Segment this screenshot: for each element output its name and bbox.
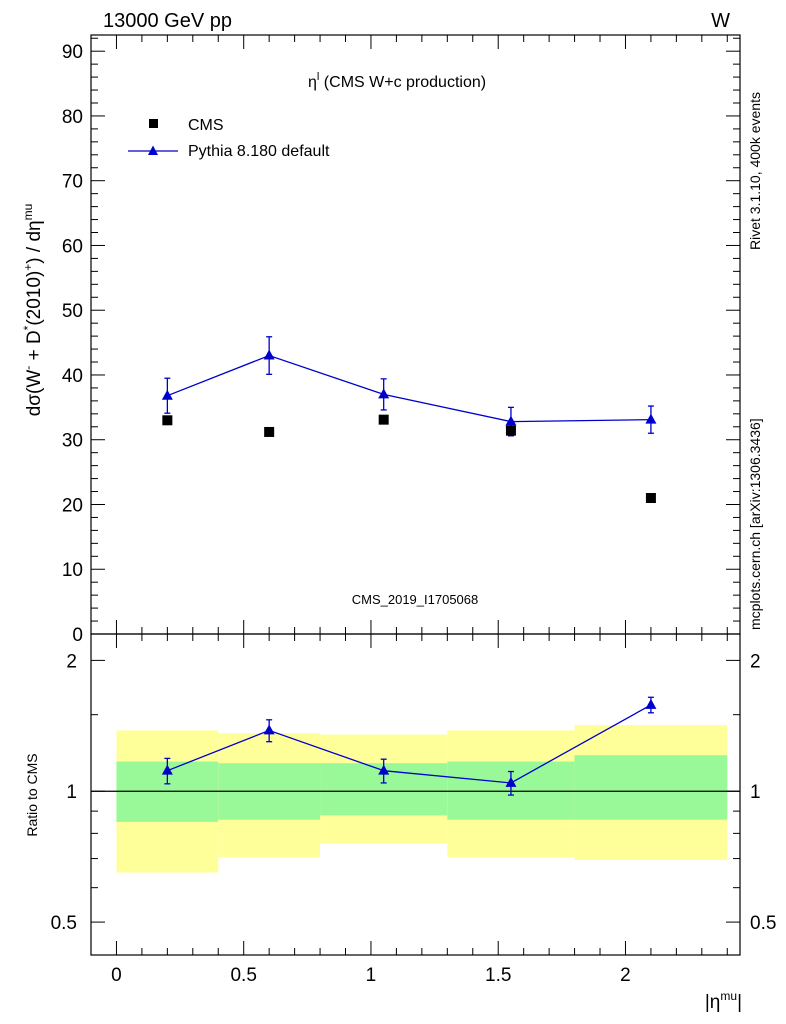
ratio-pythia-point [645, 698, 657, 709]
main-y-tick-label: 0 [72, 625, 83, 646]
x-axis-label-part: | [737, 992, 742, 1013]
x-tick-label: 2 [620, 965, 631, 986]
legend-cms-marker [149, 119, 158, 128]
ratio-pythia-point [505, 776, 517, 787]
x-tick-label: 1 [366, 965, 377, 986]
ratio-pythia-point [263, 724, 275, 735]
legend-pythia-label: Pythia 8.180 default [188, 143, 330, 160]
mcplots-label: mcplots.cern.ch [arXiv:1306.3436] [747, 418, 763, 630]
main-plot-area: 0 10 20 30 40 50 60 70 80 90 [62, 34, 741, 646]
y-axis-label-part: ) / dη [24, 220, 45, 263]
title-rest: (CMS W+c production) [319, 74, 486, 91]
x-axis-label: |ηmu| [705, 989, 742, 1013]
ratio-y-axis-label: Ratio to CMS [24, 753, 40, 836]
x-tick-label: 0 [111, 965, 122, 986]
rivet-label: Rivet 3.1.10, 400k events [747, 92, 763, 250]
pythia-line [167, 354, 651, 423]
x-axis-label-part: |η [705, 992, 721, 1013]
x-axis-label-part: mu [720, 989, 737, 1003]
main-y-tick-label: 60 [62, 236, 83, 257]
main-y-tick-label: 70 [62, 172, 83, 193]
cms-point [264, 426, 275, 437]
y-axis-label-part: dσ(W [24, 370, 45, 417]
y-axis-label: dσ(W- + D*(2010)+) / dηmu [21, 204, 45, 417]
cms-point [645, 493, 656, 504]
y-axis-label-part: - [21, 366, 35, 370]
main-y-tick-label: 50 [62, 301, 83, 322]
ratio-y-tick-label: 1 [66, 782, 77, 803]
watermark: CMS_2019_I1705068 [352, 592, 479, 607]
title-superscript: l [317, 71, 319, 83]
ratio-frame-border [90, 633, 741, 956]
pythia-point [505, 415, 517, 426]
y-axis-label-part: * [21, 325, 35, 330]
main-y-tick-label: 30 [62, 431, 83, 452]
legend-pythia-marker [148, 145, 158, 155]
main-y-tick-label: 10 [62, 560, 83, 581]
ratio-y-tick-label: 0.5 [51, 913, 77, 934]
ratio-y-tick-label-right: 1 [750, 782, 761, 803]
main-y-tick-label: 20 [62, 495, 83, 516]
y-axis-label-part: (2010) [24, 271, 45, 326]
header-left: 13000 GeV pp [103, 10, 232, 32]
cms-point [505, 425, 516, 436]
title-eta: η [308, 74, 317, 91]
x-tick-label: 0.5 [230, 965, 256, 986]
header-right: W [711, 10, 730, 32]
legend: CMS Pythia 8.180 default [128, 117, 330, 160]
ratio-y-tick-label-right: 0.5 [750, 913, 776, 934]
main-y-tick-label: 90 [62, 42, 83, 63]
ratio-plot-area: 0 0.5 1 1.5 2 0.5 0.5 1 1 2 2 [51, 633, 776, 986]
cms-point [162, 415, 173, 426]
cms-point [378, 414, 389, 425]
ratio-y-tick-label-right: 2 [750, 651, 761, 672]
ratio-pythia-point [378, 764, 390, 775]
x-tick-label: 1.5 [485, 965, 511, 986]
chart-title: ηl (CMS W+c production) [308, 71, 486, 91]
main-y-tick-label: 40 [62, 366, 83, 387]
pythia-point [263, 349, 275, 360]
pythia-point [378, 388, 390, 399]
ratio-y-tick-label: 2 [66, 651, 77, 672]
pythia-point [645, 413, 657, 424]
y-axis-label-part: mu [21, 204, 35, 221]
y-axis-label-part: + [21, 264, 35, 271]
y-axis-label-part: + D [24, 330, 45, 365]
legend-cms-label: CMS [188, 117, 224, 134]
ratio-band-inner [574, 755, 728, 820]
ratio-pythia-point [161, 764, 173, 775]
main-y-tick-label: 80 [62, 107, 83, 128]
pythia-point [161, 389, 173, 400]
